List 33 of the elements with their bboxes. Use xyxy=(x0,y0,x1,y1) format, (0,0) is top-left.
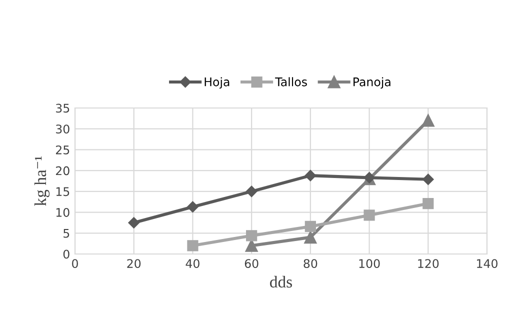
x-tick-label: 60 xyxy=(244,259,258,268)
point xyxy=(246,186,258,198)
x-axis-title: dds xyxy=(270,276,292,288)
point xyxy=(422,198,434,210)
legend-label: Panoja xyxy=(354,77,390,89)
point xyxy=(187,201,198,212)
y-tick-label: 25 xyxy=(56,145,70,154)
point xyxy=(304,220,316,232)
point xyxy=(304,231,317,244)
legend-label: Tallos xyxy=(275,77,307,86)
point xyxy=(304,170,316,182)
y-tick-label: 0 xyxy=(63,250,70,259)
y-tick-label: 5 xyxy=(64,229,70,238)
point xyxy=(422,174,434,185)
y-tick-label: 20 xyxy=(56,166,70,176)
x-tick-label: 0 xyxy=(72,259,78,268)
point xyxy=(246,230,258,242)
y-tick-label: 15 xyxy=(56,187,70,196)
legend-label: Hoja xyxy=(204,77,230,89)
y-axis-title: kg ha⁻¹ xyxy=(34,156,50,206)
point xyxy=(128,217,140,228)
y-tick-label: 30 xyxy=(56,124,70,134)
x-tick-label: 40 xyxy=(186,259,200,268)
point xyxy=(187,240,198,252)
x-tick-label: 140 xyxy=(477,259,498,268)
x-tick-label: 80 xyxy=(304,259,318,268)
x-tick-label: 20 xyxy=(127,259,141,268)
y-tick-label: 35 xyxy=(56,104,70,113)
x-tick-label: 100 xyxy=(359,259,380,268)
point xyxy=(364,210,375,221)
x-tick-label: 120 xyxy=(418,259,439,268)
point xyxy=(422,114,434,127)
y-tick-label: 10 xyxy=(56,208,70,217)
